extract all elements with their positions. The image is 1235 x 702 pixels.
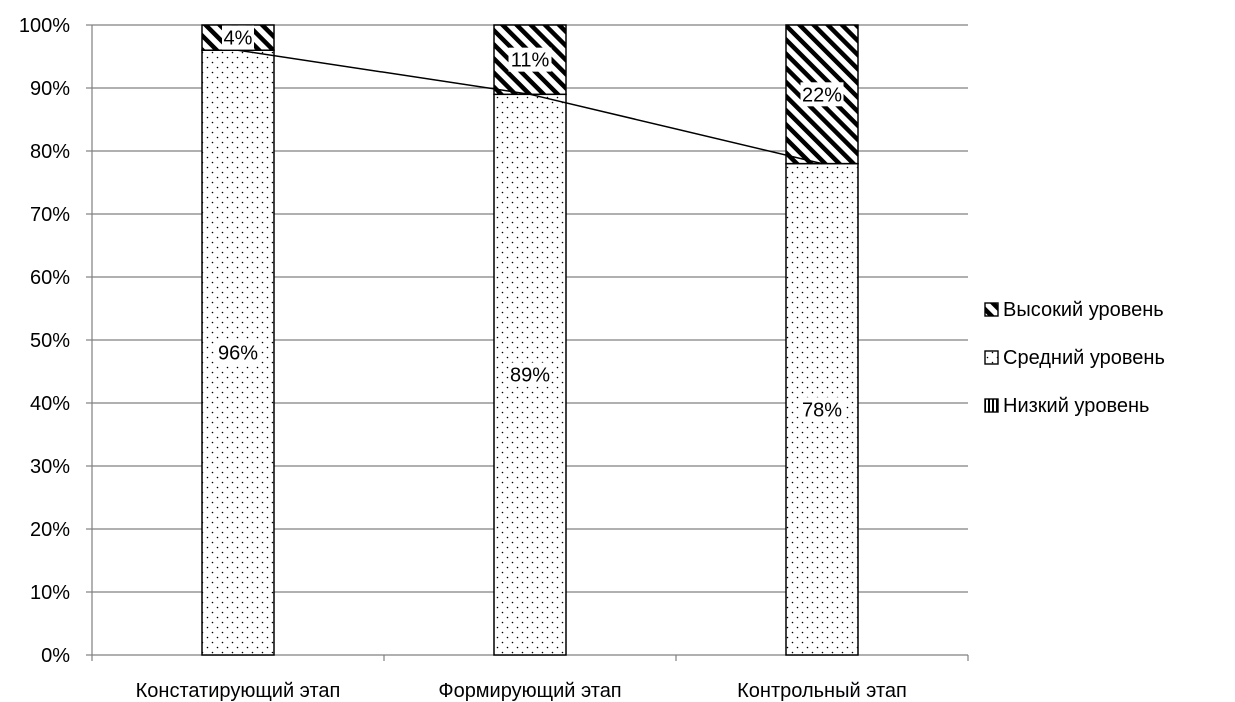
legend-swatch xyxy=(984,350,999,365)
x-category-label: Констатирующий этап xyxy=(136,680,341,702)
y-tick-label: 40% xyxy=(30,393,70,415)
data-label-bg xyxy=(800,397,844,422)
legend-swatch xyxy=(984,398,999,413)
data-label: 11% xyxy=(511,50,550,72)
y-tick-label: 80% xyxy=(30,141,70,163)
data-label: 96% xyxy=(218,343,258,365)
y-tick-label: 0% xyxy=(41,645,70,667)
legend: Высокий уровень Средний уровень Низкий уро… xyxy=(984,299,1165,417)
data-label-bg xyxy=(508,362,552,387)
data-label: 4% xyxy=(224,28,253,50)
data-label: 89% xyxy=(510,365,550,387)
data-label: 78% xyxy=(802,399,842,421)
x-category-label: Контрольный этап xyxy=(737,680,907,702)
data-label-bg xyxy=(216,340,260,365)
data-label-bg xyxy=(800,82,844,107)
x-category-label: Формирующий этап xyxy=(438,680,621,702)
y-tick-label: 50% xyxy=(30,330,70,352)
legend-label: Средний уровень xyxy=(1003,347,1165,369)
legend-label: Низкий уровень xyxy=(1003,395,1149,417)
y-tick-label: 60% xyxy=(30,267,70,289)
y-tick-label: 10% xyxy=(30,582,70,604)
legend-swatch xyxy=(984,302,999,317)
y-tick-label: 100% xyxy=(19,15,70,37)
y-tick-label: 90% xyxy=(30,78,70,100)
data-label-bg xyxy=(222,25,254,50)
trend-line xyxy=(237,49,823,165)
data-labels: 96% 4% 89% 11% 78% 22% xyxy=(216,25,844,422)
data-label: 22% xyxy=(802,84,842,106)
legend-label: Высокий уровень xyxy=(1003,299,1164,321)
y-tick-label: 30% xyxy=(30,456,70,478)
y-tick-label: 70% xyxy=(30,204,70,226)
trend-line-group xyxy=(237,49,823,165)
data-label-bg xyxy=(508,47,552,72)
y-tick-label: 20% xyxy=(30,519,70,541)
